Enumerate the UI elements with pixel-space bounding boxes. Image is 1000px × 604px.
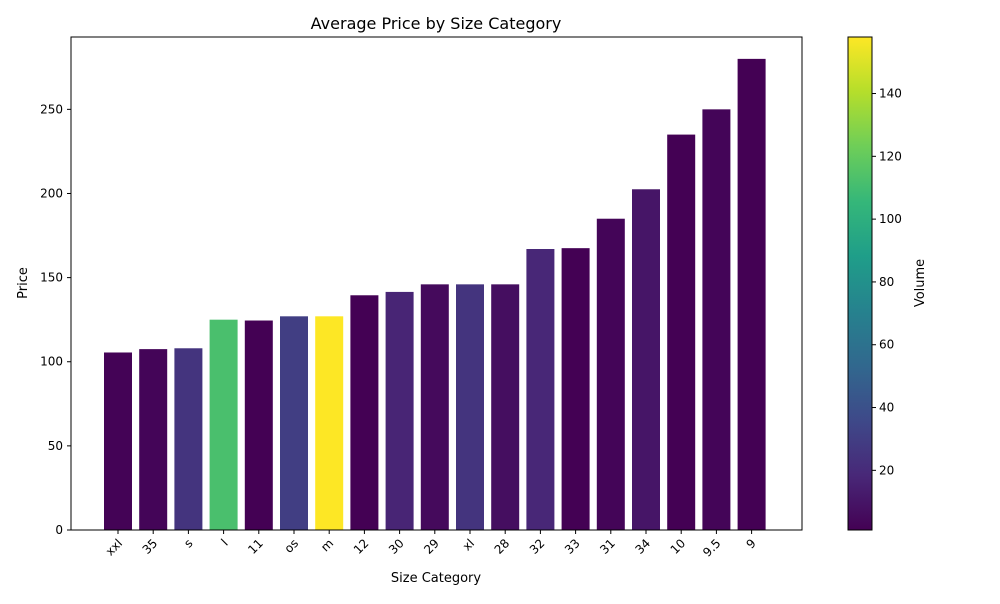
x-tick-label: 10 bbox=[668, 536, 689, 557]
x-tick-label: 9 bbox=[743, 536, 758, 551]
x-tick-label: 31 bbox=[597, 536, 618, 557]
colorbar-tick-label: 60 bbox=[879, 338, 894, 352]
x-tick-label: xxl bbox=[103, 536, 125, 558]
x-tick-label: l bbox=[218, 536, 230, 548]
colorbar-tick-label: 80 bbox=[879, 275, 894, 289]
bar-30 bbox=[385, 291, 414, 530]
x-tick-label: xl bbox=[460, 536, 477, 553]
x-tick-label: 34 bbox=[632, 536, 653, 557]
bar-m bbox=[315, 316, 344, 530]
bar-29 bbox=[420, 284, 449, 530]
x-tick-label: 11 bbox=[245, 536, 266, 557]
y-tick-label: 50 bbox=[48, 439, 63, 453]
bar-l bbox=[209, 319, 238, 530]
plot-frame bbox=[70, 36, 803, 531]
colorbar-axis: 20 40 60 80 100 120 140 bbox=[872, 87, 902, 477]
colorbar bbox=[847, 36, 873, 531]
x-tick-label: 35 bbox=[140, 536, 161, 557]
y-axis: 0 50 100 150 200 250 bbox=[40, 102, 71, 537]
y-tick-label: 200 bbox=[40, 186, 63, 200]
x-tick-label: 28 bbox=[492, 536, 513, 557]
bar-31 bbox=[596, 218, 625, 530]
x-tick-label: 33 bbox=[562, 536, 583, 557]
x-tick-label: 12 bbox=[351, 536, 372, 557]
x-tick-label: 9.5 bbox=[700, 536, 723, 559]
x-tick-label: os bbox=[282, 536, 302, 556]
chart-title: Average Price by Size Category bbox=[311, 14, 562, 33]
colorbar-label: Volume bbox=[913, 259, 928, 307]
x-tick-label: s bbox=[181, 536, 195, 550]
bar-os bbox=[280, 316, 308, 530]
bar-xl bbox=[456, 284, 484, 530]
bar-s bbox=[174, 348, 203, 530]
x-tick-label: 29 bbox=[421, 536, 442, 557]
x-tick-label: 32 bbox=[527, 536, 548, 557]
bar-33 bbox=[561, 248, 590, 530]
y-tick-label: 150 bbox=[40, 271, 63, 285]
y-tick-label: 250 bbox=[40, 102, 63, 116]
x-tick-label: 30 bbox=[386, 536, 407, 557]
x-axis: xxl 35 s l 11 os m 12 30 29 xl 28 32 33 31 34 10 9.5 9 bbox=[103, 530, 759, 560]
bar-11 bbox=[244, 320, 273, 530]
bar-9.5 bbox=[702, 109, 731, 531]
bar-xxl bbox=[104, 352, 132, 530]
x-tick-label: m bbox=[318, 536, 336, 554]
bar-10 bbox=[667, 134, 696, 530]
bar-9 bbox=[737, 58, 766, 530]
x-axis-label: Size Category bbox=[391, 571, 482, 586]
bar-28 bbox=[491, 284, 520, 530]
y-tick-label: 100 bbox=[40, 355, 63, 369]
bar-32 bbox=[526, 249, 555, 530]
bar-12 bbox=[350, 295, 379, 530]
bar-34 bbox=[632, 189, 660, 530]
colorbar-tick-label: 120 bbox=[879, 149, 902, 163]
colorbar-tick-label: 140 bbox=[879, 87, 902, 101]
colorbar-tick-label: 20 bbox=[879, 463, 894, 477]
bar-35 bbox=[139, 349, 168, 530]
bars-layer bbox=[104, 58, 766, 531]
colorbar-tick-label: 100 bbox=[879, 212, 902, 226]
y-tick-label: 0 bbox=[55, 523, 63, 537]
y-axis-label: Price bbox=[16, 267, 31, 299]
colorbar-tick-label: 40 bbox=[879, 401, 894, 415]
